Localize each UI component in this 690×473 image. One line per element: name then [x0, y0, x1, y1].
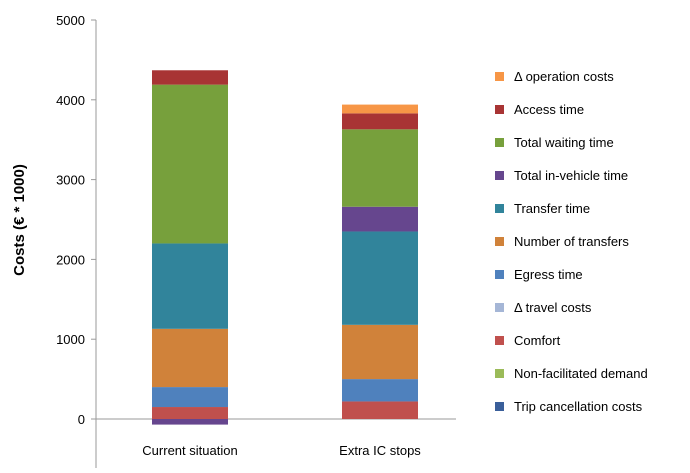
- y-tick-label: 1000: [56, 332, 85, 347]
- y-tick-labels: 0 1000 2000 3000 4000 5000: [56, 13, 85, 427]
- legend-label: Number of transfers: [514, 234, 629, 249]
- legend-label: Non-facilitated demand: [514, 366, 648, 381]
- bar-segment: [342, 324, 418, 380]
- bar-segment: [342, 401, 418, 419]
- bar-segment: [152, 407, 228, 419]
- legend-label: Trip cancellation costs: [514, 399, 643, 414]
- bar-segment: [152, 243, 228, 329]
- bar-segment: [342, 379, 418, 402]
- bar-segment: [342, 113, 418, 130]
- legend-swatch: [495, 171, 504, 180]
- y-tick-label: 3000: [56, 173, 85, 188]
- legend-swatch: [495, 270, 504, 279]
- legend-label: Transfer time: [514, 201, 590, 216]
- legend: Δ operation costs Access time Total waitin…: [495, 69, 648, 414]
- bar-segment: [152, 419, 228, 425]
- category-label: Extra IC stops: [339, 443, 421, 458]
- legend-label: Δ operation costs: [514, 69, 614, 84]
- legend-swatch: [495, 105, 504, 114]
- legend-label: Total waiting time: [514, 135, 614, 150]
- legend-swatch: [495, 369, 504, 378]
- y-tick-label: 0: [78, 412, 85, 427]
- legend-swatch: [495, 204, 504, 213]
- bar-segment: [342, 231, 418, 325]
- legend-label: Δ travel costs: [514, 300, 592, 315]
- bar-segment: [152, 387, 228, 408]
- legend-label: Total in-vehicle time: [514, 168, 628, 183]
- legend-swatch: [495, 402, 504, 411]
- category-label: Current situation: [142, 443, 237, 458]
- legend-swatch: [495, 138, 504, 147]
- bar-segment: [152, 84, 228, 244]
- legend-label: Comfort: [514, 333, 561, 348]
- bar-segment: [152, 70, 228, 85]
- legend-label: Egress time: [514, 267, 583, 282]
- y-tick-label: 4000: [56, 93, 85, 108]
- bar-segment: [152, 328, 228, 388]
- legend-swatch: [495, 336, 504, 345]
- y-tick-label: 2000: [56, 252, 85, 267]
- y-tick-label: 5000: [56, 13, 85, 28]
- category-labels: Current situation Extra IC stops: [142, 443, 421, 458]
- bar-segment: [342, 104, 418, 114]
- bar-segment: [342, 206, 418, 232]
- legend-label: Access time: [514, 102, 584, 117]
- legend-swatch: [495, 72, 504, 81]
- bar-segment: [342, 129, 418, 207]
- bars: [152, 70, 418, 425]
- y-axis-label: Costs (€ * 1000): [11, 164, 28, 276]
- legend-swatch: [495, 237, 504, 246]
- legend-swatch: [495, 303, 504, 312]
